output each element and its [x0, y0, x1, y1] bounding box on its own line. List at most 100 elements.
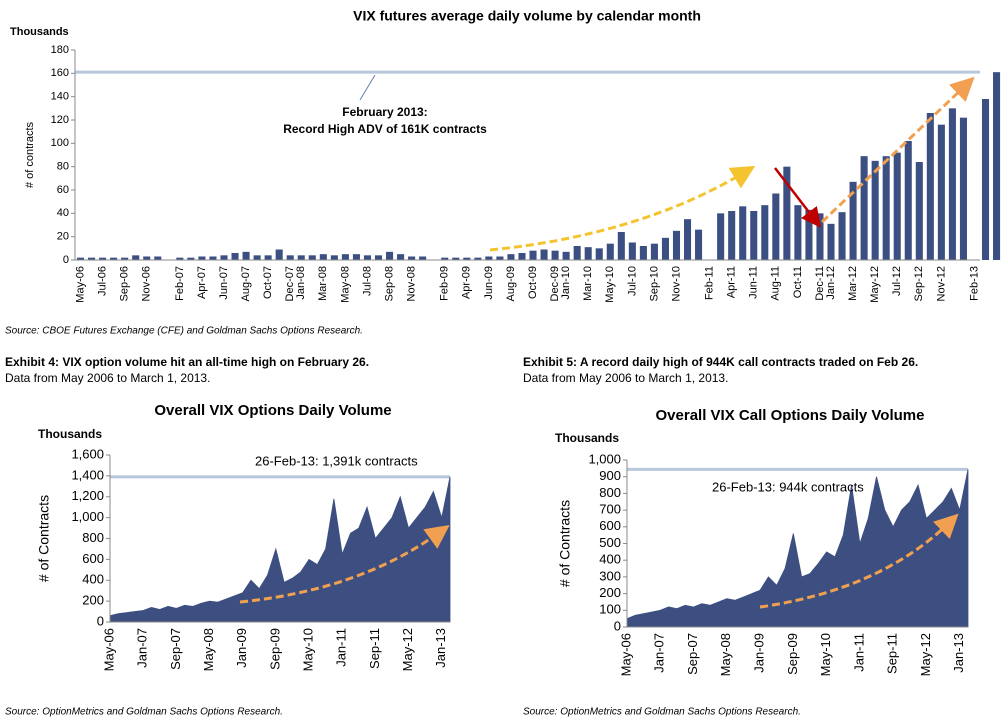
x-tick-label: Aug-09 [505, 266, 517, 301]
x-tick-label: May-10 [818, 633, 833, 676]
y-tick-label: 500 [599, 535, 621, 550]
y-tick-label: 300 [599, 568, 621, 583]
y-axis-label: # of contracts [24, 121, 36, 188]
bar [904, 141, 912, 260]
y-tick-label: 900 [599, 468, 621, 483]
x-tick-label: May-08 [339, 266, 351, 303]
bar [452, 257, 460, 260]
y-tick-label: 0 [97, 613, 104, 628]
y-tick-label: 0 [614, 618, 621, 633]
bar [397, 254, 405, 260]
y-axis-label: # of Contracts [36, 495, 52, 582]
y-tick-label: 1,600 [71, 446, 104, 461]
bar [915, 162, 923, 260]
x-tick-label: May-12 [918, 633, 933, 676]
x-tick-label: Nov-12 [935, 266, 947, 301]
annotation: 26-Feb-13: 1,391k contracts [255, 453, 418, 468]
annotation: February 2013: [342, 105, 427, 119]
x-tick-label: Mar-12 [847, 266, 859, 301]
bar [76, 257, 85, 260]
bar [772, 193, 780, 260]
bar [794, 205, 802, 260]
y-tick-label: 400 [82, 572, 104, 587]
trend-arrow [820, 76, 975, 224]
bar [617, 232, 625, 260]
chart-title: Overall VIX Options Daily Volume [154, 402, 391, 419]
x-tick-label: Sep-09 [267, 628, 282, 670]
bar [419, 256, 427, 260]
bar [121, 257, 129, 260]
trend-arrow [239, 524, 450, 604]
y-tick-label: 0 [63, 254, 69, 266]
bar [220, 255, 228, 260]
x-tick-label: Sep-09 [785, 633, 800, 675]
source: Source: OptionMetrics and Goldman Sachs … [5, 707, 283, 718]
x-tick-label: Jun-09 [483, 266, 495, 300]
x-tick-label: May-10 [604, 266, 616, 303]
bar [695, 229, 703, 260]
annotation: Record High ADV of 161K contracts [283, 122, 487, 136]
x-tick-label: Jul-08 [361, 266, 373, 296]
x-tick-label: Jul-12 [891, 266, 903, 296]
y-tick-label: 1,400 [71, 467, 104, 482]
bar [937, 124, 945, 261]
bar [628, 242, 636, 260]
x-tick-label: Jan-08 [295, 266, 307, 300]
bar [683, 219, 692, 260]
x-tick-label: Oct-07 [262, 266, 274, 299]
x-tick-label: Jan-09 [752, 633, 767, 673]
bar [540, 249, 548, 260]
x-tick-label: May-12 [869, 266, 881, 303]
x-tick-label: Mar-10 [582, 266, 594, 301]
bar [485, 256, 493, 260]
bar [761, 205, 769, 260]
y-tick-label: 800 [82, 530, 104, 545]
y-tick-label: 160 [51, 67, 69, 79]
chart-title: VIX futures average daily volume by cale… [353, 8, 701, 24]
y-tick-label: 60 [57, 184, 69, 196]
exhibit-title: Exhibit 5: A record daily high of 944K c… [523, 355, 918, 369]
y-tick-label: 1,000 [71, 509, 104, 524]
bar [849, 181, 857, 260]
volume-area [109, 476, 451, 623]
bar [330, 255, 338, 260]
x-tick-label: Feb-07 [174, 266, 186, 301]
trend-arrow [759, 513, 959, 609]
x-tick-label: Feb-11 [704, 266, 716, 300]
bar [606, 243, 614, 260]
y-tick-label: 700 [599, 502, 621, 517]
bar [993, 72, 1001, 261]
annotation: 26-Feb-13: 944k contracts [712, 479, 864, 494]
bar [827, 223, 835, 260]
y-tick-label: 600 [599, 518, 621, 533]
x-tick-label: Jan-10 [560, 266, 572, 300]
x-tick-label: May-06 [74, 266, 86, 303]
bar [948, 108, 956, 260]
bar [805, 209, 813, 260]
x-tick-label: Oct-09 [527, 266, 539, 299]
bar [474, 257, 482, 260]
bar [88, 257, 96, 260]
bar [717, 213, 725, 260]
x-tick-label: Apr-11 [726, 266, 738, 298]
x-tick-label: Jan-13 [433, 628, 448, 668]
x-tick-label: Nov-10 [670, 266, 682, 301]
x-tick-label: May-06 [618, 633, 633, 676]
x-tick-label: Jan-11 [334, 628, 349, 667]
trend-arrow [774, 167, 822, 228]
bar [529, 250, 537, 260]
bar [816, 213, 824, 260]
bar [352, 254, 360, 260]
x-tick-label: Sep-07 [168, 628, 183, 670]
volume-area [626, 469, 969, 628]
x-tick-label: Sep-07 [685, 633, 700, 675]
bar [319, 254, 327, 260]
y-tick-label: 120 [51, 114, 69, 126]
x-tick-label: Sep-10 [648, 266, 660, 301]
x-tick-label: Sep-08 [383, 266, 395, 301]
bar [143, 256, 151, 260]
x-tick-label: Jan-07 [135, 628, 150, 668]
bar [595, 248, 603, 260]
x-tick-label: Feb-09 [439, 266, 451, 301]
